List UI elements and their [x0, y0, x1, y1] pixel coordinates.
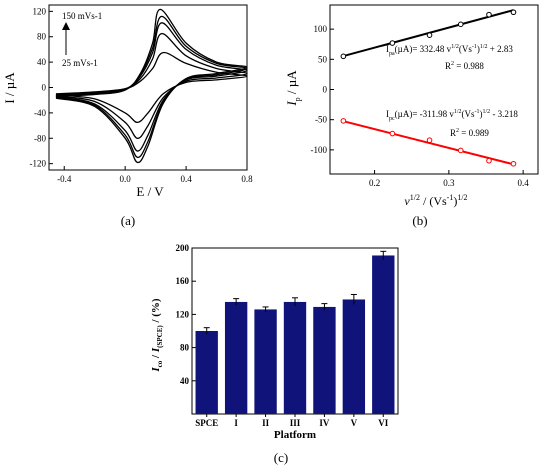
regression-plot	[340, 9, 517, 167]
cv-curves	[55, 8, 248, 164]
y-tick-label-b: 0	[323, 85, 328, 95]
category-label: III	[290, 418, 301, 428]
y-axis-label-c: Ico / I(SPCE) / (%)	[150, 298, 164, 373]
arrow-icon	[62, 22, 70, 55]
cv-curve	[55, 8, 248, 164]
data-point	[510, 9, 517, 16]
y-axis-label-a: I / µA	[2, 72, 17, 104]
bar	[283, 301, 307, 414]
cv-curve	[55, 32, 248, 139]
y-tick-label-b: 50	[318, 54, 328, 64]
bar	[342, 299, 366, 414]
data-point	[457, 21, 464, 28]
bar	[224, 301, 248, 414]
data-point	[486, 157, 492, 164]
data-point	[340, 118, 347, 124]
x-tick-label-a: 0.8	[241, 174, 253, 184]
data-point	[486, 11, 492, 18]
data-point	[426, 32, 433, 38]
cv-curve	[55, 51, 248, 124]
y-tick-label-c: 80	[180, 343, 190, 353]
plot-frame-b	[329, 4, 539, 175]
bar	[372, 255, 395, 414]
y-tick-label-a: 0	[42, 83, 47, 93]
x-tick-label-b: 0.4	[518, 178, 530, 188]
y-tick-label-b: 100	[314, 24, 328, 34]
annotation-high-rate: 150 mVs-1	[62, 11, 102, 21]
y-tick-label-b: -100	[311, 145, 328, 155]
data-point	[510, 160, 517, 167]
data-point	[389, 130, 396, 137]
category-label: SPCE	[195, 418, 218, 428]
y-tick-label-a: 80	[37, 32, 47, 42]
x-axis-label-a: E / V	[136, 184, 164, 199]
data-point	[389, 40, 396, 46]
y-tick-label-c: 160	[176, 276, 190, 286]
panel-b: 0.2 0.3 0.4 -100 -50 0 50 100 Ipa(µA)= 332.48 v…	[284, 4, 539, 228]
y-tick-label-c: 120	[176, 309, 190, 319]
data-point	[426, 137, 433, 143]
category-label: V	[351, 418, 358, 428]
equation-anodic: Ipa(µA)= 332.48 v1/2(Vs-1)1/2 + 2.83	[386, 44, 513, 57]
panel-label-a: (a)	[121, 213, 135, 228]
equation-cathodic: Ipc(µA)= -311.98 v1/2(Vs-1)1/2 - 3.218	[386, 109, 518, 122]
category-label: IV	[319, 418, 330, 428]
y-axis-label-b: Ip / µA	[284, 70, 302, 107]
x-axis-label-b: v1/2 / (Vs-1)1/2	[404, 193, 467, 208]
data-point	[457, 147, 464, 154]
x-tick-label-a: 0.4	[180, 174, 192, 184]
panel-label-b: (b)	[412, 213, 427, 228]
x-axis-label-c: Platform	[274, 429, 316, 441]
bar	[195, 331, 218, 414]
y-tick-label-a: 40	[37, 57, 47, 67]
axis-ticks-b: 0.2 0.3 0.4 -100 -50 0 50 100	[311, 24, 530, 188]
y-tick-label-b: -50	[315, 115, 327, 125]
bar	[313, 306, 336, 414]
annotation-low-rate: 25 mVs-1	[62, 58, 98, 68]
panel-label-c: (c)	[274, 450, 288, 465]
y-tick-label-c: 200	[176, 243, 190, 253]
axis-ticks-a: -0.4 0.0 0.4 0.8 -120 -80 -40 0 40 80 120	[30, 6, 254, 184]
r2-cathodic: R2 = 0.989	[450, 128, 489, 138]
bar	[254, 309, 277, 414]
data-point	[340, 53, 347, 60]
r2-anodic: R2 = 0.988	[445, 61, 484, 71]
x-tick-label-b: 0.3	[443, 178, 455, 188]
y-tick-label-a: -120	[30, 159, 47, 169]
y-tick-label-a: -80	[34, 133, 46, 143]
x-tick-label-a: 0.0	[120, 174, 132, 184]
category-label: VI	[378, 418, 388, 428]
y-tick-label-a: -40	[34, 108, 46, 118]
y-tick-label-a: 120	[33, 6, 47, 16]
category-label: II	[262, 418, 270, 428]
x-tick-label-b: 0.2	[369, 178, 380, 188]
x-tick-label-a: -0.4	[57, 174, 72, 184]
category-label: I	[234, 418, 238, 428]
panel-a: -0.4 0.0 0.4 0.8 -120 -80 -40 0 40 80 120 150 mVs-…	[2, 4, 254, 228]
y-tick-label-c: 40	[180, 376, 190, 386]
bar-series	[195, 250, 395, 414]
